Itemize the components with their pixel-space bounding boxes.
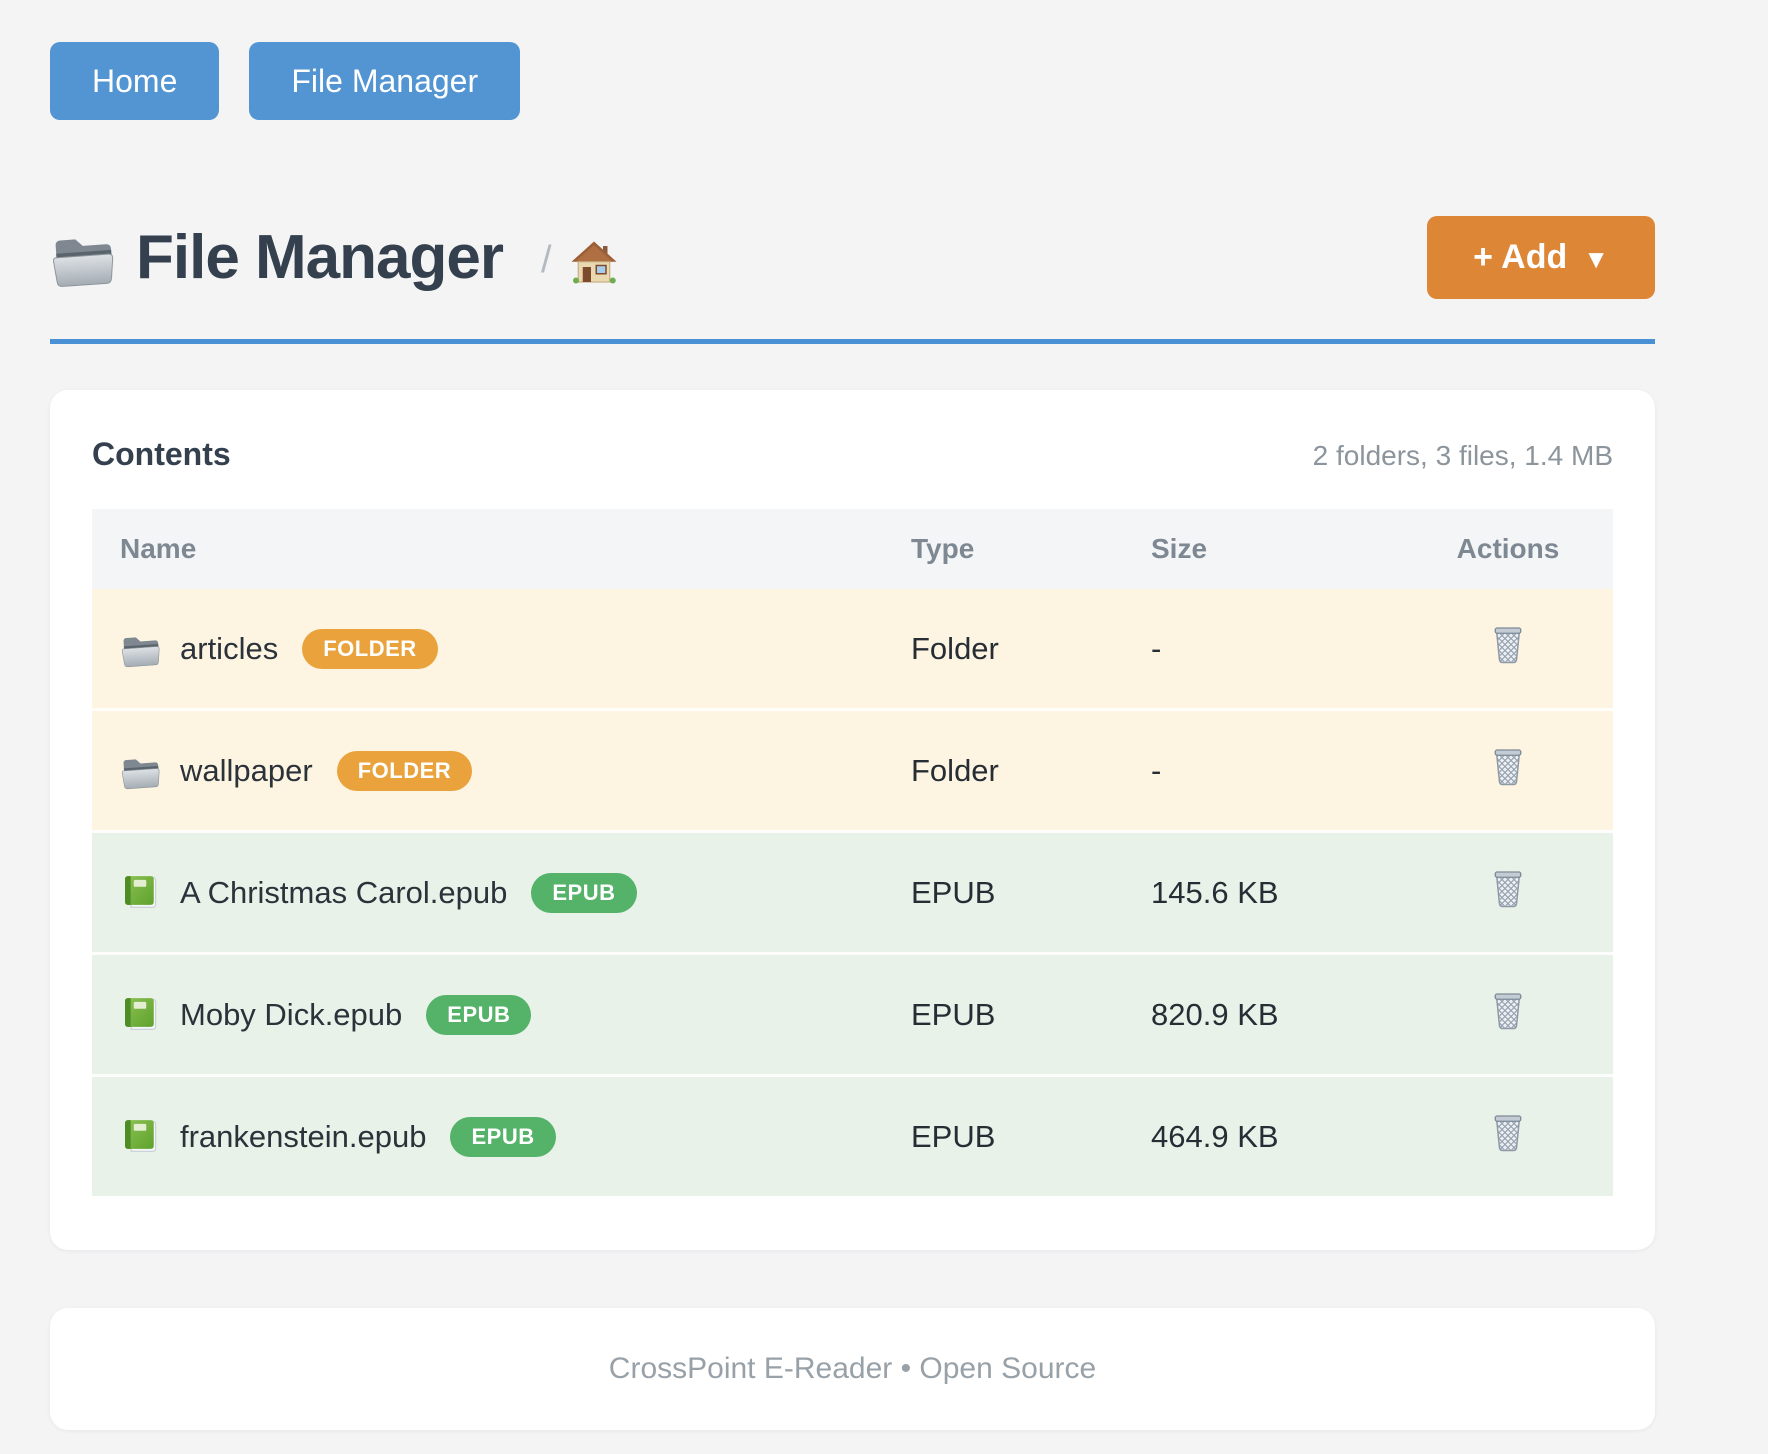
trash-icon: [1490, 867, 1526, 910]
page-title: File Manager: [136, 223, 504, 292]
folder-icon: [120, 629, 160, 669]
folder-icon: [50, 226, 114, 290]
type-cell: EPUB: [883, 1074, 1123, 1196]
page-header: File Manager / + Add ▼: [50, 216, 1655, 299]
add-button-label: + Add: [1473, 238, 1568, 276]
top-nav: Home File Manager: [50, 42, 1768, 120]
folder-link[interactable]: wallpaper: [180, 752, 313, 788]
breadcrumb-separator: /: [541, 239, 552, 281]
epub-badge: EPUB: [450, 1116, 556, 1157]
add-button[interactable]: + Add ▼: [1427, 216, 1655, 299]
nav-home-button[interactable]: Home: [50, 42, 220, 120]
folder-badge: FOLDER: [336, 750, 473, 791]
size-cell: 464.9 KB: [1123, 1074, 1403, 1196]
column-header-name: Name: [92, 509, 883, 589]
size-cell: 145.6 KB: [1123, 830, 1403, 952]
delete-button[interactable]: [1490, 745, 1526, 788]
epub-badge: EPUB: [426, 994, 532, 1035]
title-wrap: File Manager /: [50, 222, 618, 293]
file-table: Name Type Size Actions articles FOLDER: [92, 509, 1613, 1196]
file-link[interactable]: frankenstein.epub: [180, 1118, 427, 1154]
folder-link[interactable]: articles: [180, 630, 279, 666]
folder-icon: [120, 751, 160, 791]
trash-icon: [1490, 989, 1526, 1032]
type-cell: Folder: [883, 589, 1123, 708]
footer: CrossPoint E-Reader • Open Source: [50, 1308, 1655, 1430]
delete-button[interactable]: [1490, 989, 1526, 1032]
file-link[interactable]: A Christmas Carol.epub: [180, 874, 508, 910]
trash-icon: [1490, 1111, 1526, 1154]
delete-button[interactable]: [1490, 1111, 1526, 1154]
column-header-size: Size: [1123, 509, 1403, 589]
delete-button[interactable]: [1490, 867, 1526, 910]
trash-icon: [1490, 745, 1526, 788]
title-divider: [50, 339, 1655, 344]
size-cell: 820.9 KB: [1123, 952, 1403, 1074]
folder-badge: FOLDER: [302, 628, 438, 669]
file-link[interactable]: Moby Dick.epub: [180, 996, 403, 1032]
contents-heading: Contents: [92, 436, 231, 472]
table-row: Moby Dick.epub EPUB EPUB 820.9 KB: [92, 952, 1613, 1074]
home-icon: [570, 237, 618, 285]
size-cell: -: [1123, 708, 1403, 830]
column-header-actions: Actions: [1403, 509, 1613, 589]
chevron-down-icon: ▼: [1583, 244, 1609, 274]
breadcrumb-home-link[interactable]: [570, 237, 618, 285]
size-cell: -: [1123, 589, 1403, 708]
book-icon: [120, 1117, 160, 1157]
table-row: wallpaper FOLDER Folder -: [92, 708, 1613, 830]
contents-summary: 2 folders, 3 files, 1.4 MB: [1312, 440, 1613, 471]
table-header-row: Name Type Size Actions: [92, 509, 1613, 589]
card-header: Contents 2 folders, 3 files, 1.4 MB: [92, 436, 1613, 473]
book-icon: [120, 995, 160, 1035]
table-row: articles FOLDER Folder -: [92, 589, 1613, 708]
table-row: frankenstein.epub EPUB EPUB 464.9 KB: [92, 1074, 1613, 1196]
trash-icon: [1490, 623, 1526, 666]
footer-text: CrossPoint E-Reader • Open Source: [608, 1352, 1097, 1385]
type-cell: EPUB: [883, 952, 1123, 1074]
column-header-type: Type: [883, 509, 1123, 589]
delete-button[interactable]: [1490, 623, 1526, 666]
book-icon: [120, 873, 160, 913]
contents-card: Contents 2 folders, 3 files, 1.4 MB Name…: [50, 390, 1655, 1250]
table-row: A Christmas Carol.epub EPUB EPUB 145.6 K…: [92, 830, 1613, 952]
type-cell: Folder: [883, 708, 1123, 830]
type-cell: EPUB: [883, 830, 1123, 952]
nav-file-manager-button[interactable]: File Manager: [249, 42, 521, 120]
epub-badge: EPUB: [531, 872, 637, 913]
